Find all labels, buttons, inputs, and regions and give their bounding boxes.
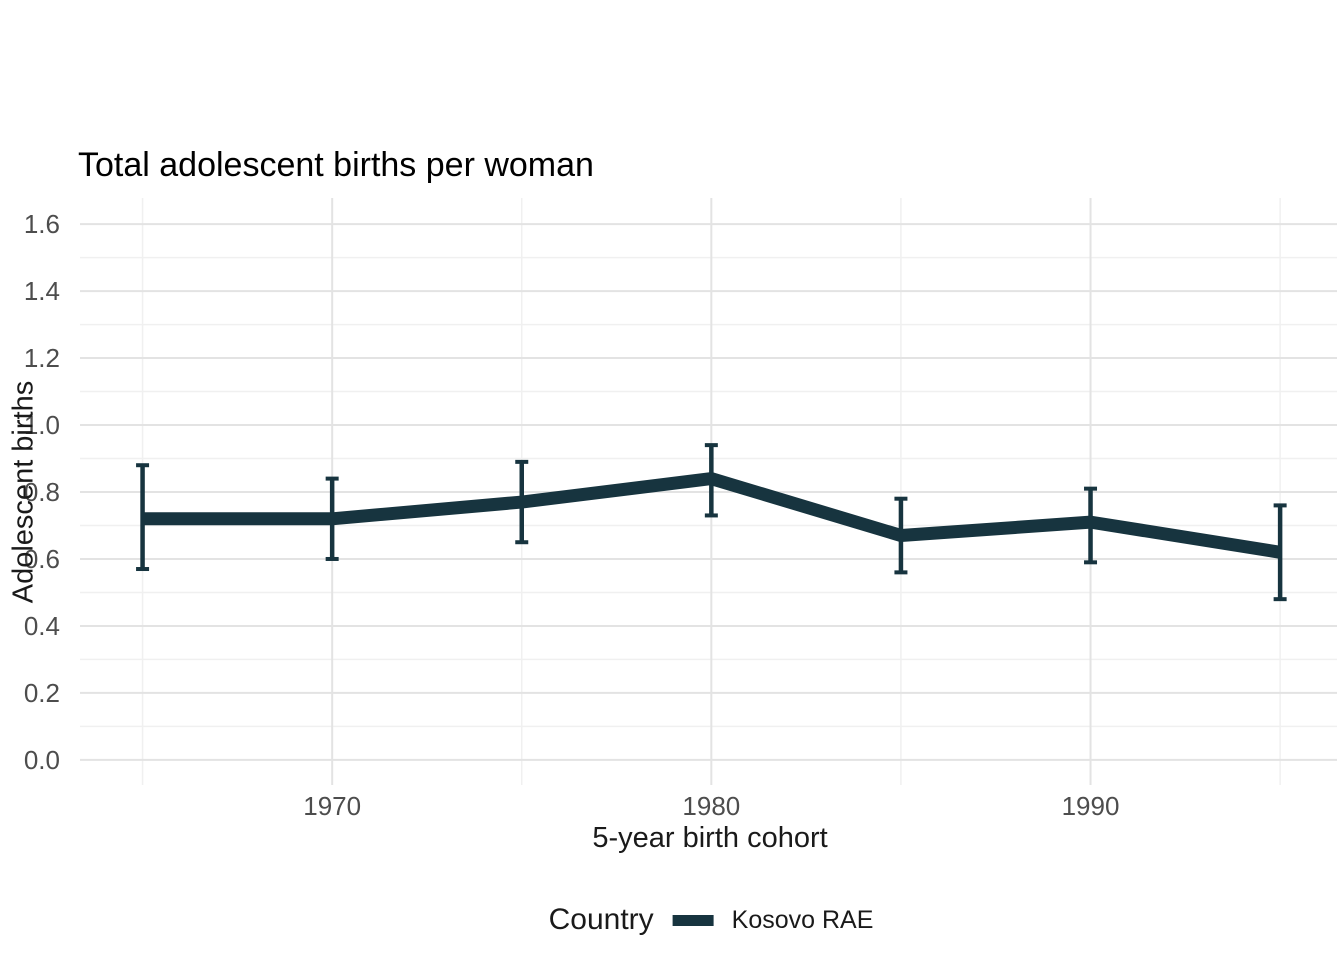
legend-label: Kosovo RAE [731, 905, 874, 934]
svg-text:0.8: 0.8 [24, 477, 60, 507]
svg-text:1.6: 1.6 [24, 209, 60, 239]
chart-title: Total adolescent births per woman [78, 146, 594, 184]
legend: Country Kosovo RAE [549, 903, 874, 937]
x-axis-title: 5-year birth cohort [592, 822, 828, 854]
svg-text:0.2: 0.2 [24, 678, 60, 708]
grid-major [80, 198, 1337, 785]
svg-text:1.2: 1.2 [24, 343, 60, 373]
svg-text:0.6: 0.6 [24, 544, 60, 574]
y-axis-title: Adolescent births [7, 380, 40, 604]
svg-text:1970: 1970 [303, 791, 361, 821]
y-tick-labels: 0.0 0.2 0.4 0.6 0.8 1.0 1.2 1.4 1.6 [24, 209, 60, 775]
svg-text:0.4: 0.4 [24, 611, 60, 641]
x-tick-labels: 1970 1980 1990 [303, 791, 1119, 821]
svg-text:1980: 1980 [682, 791, 740, 821]
svg-text:1.4: 1.4 [24, 276, 60, 306]
legend-title: Country [548, 903, 654, 936]
svg-text:1990: 1990 [1062, 791, 1120, 821]
series-line [142, 472, 1282, 559]
legend-key-swatch [672, 914, 714, 926]
svg-text:1.0: 1.0 [24, 410, 60, 440]
svg-text:0.0: 0.0 [24, 745, 60, 775]
